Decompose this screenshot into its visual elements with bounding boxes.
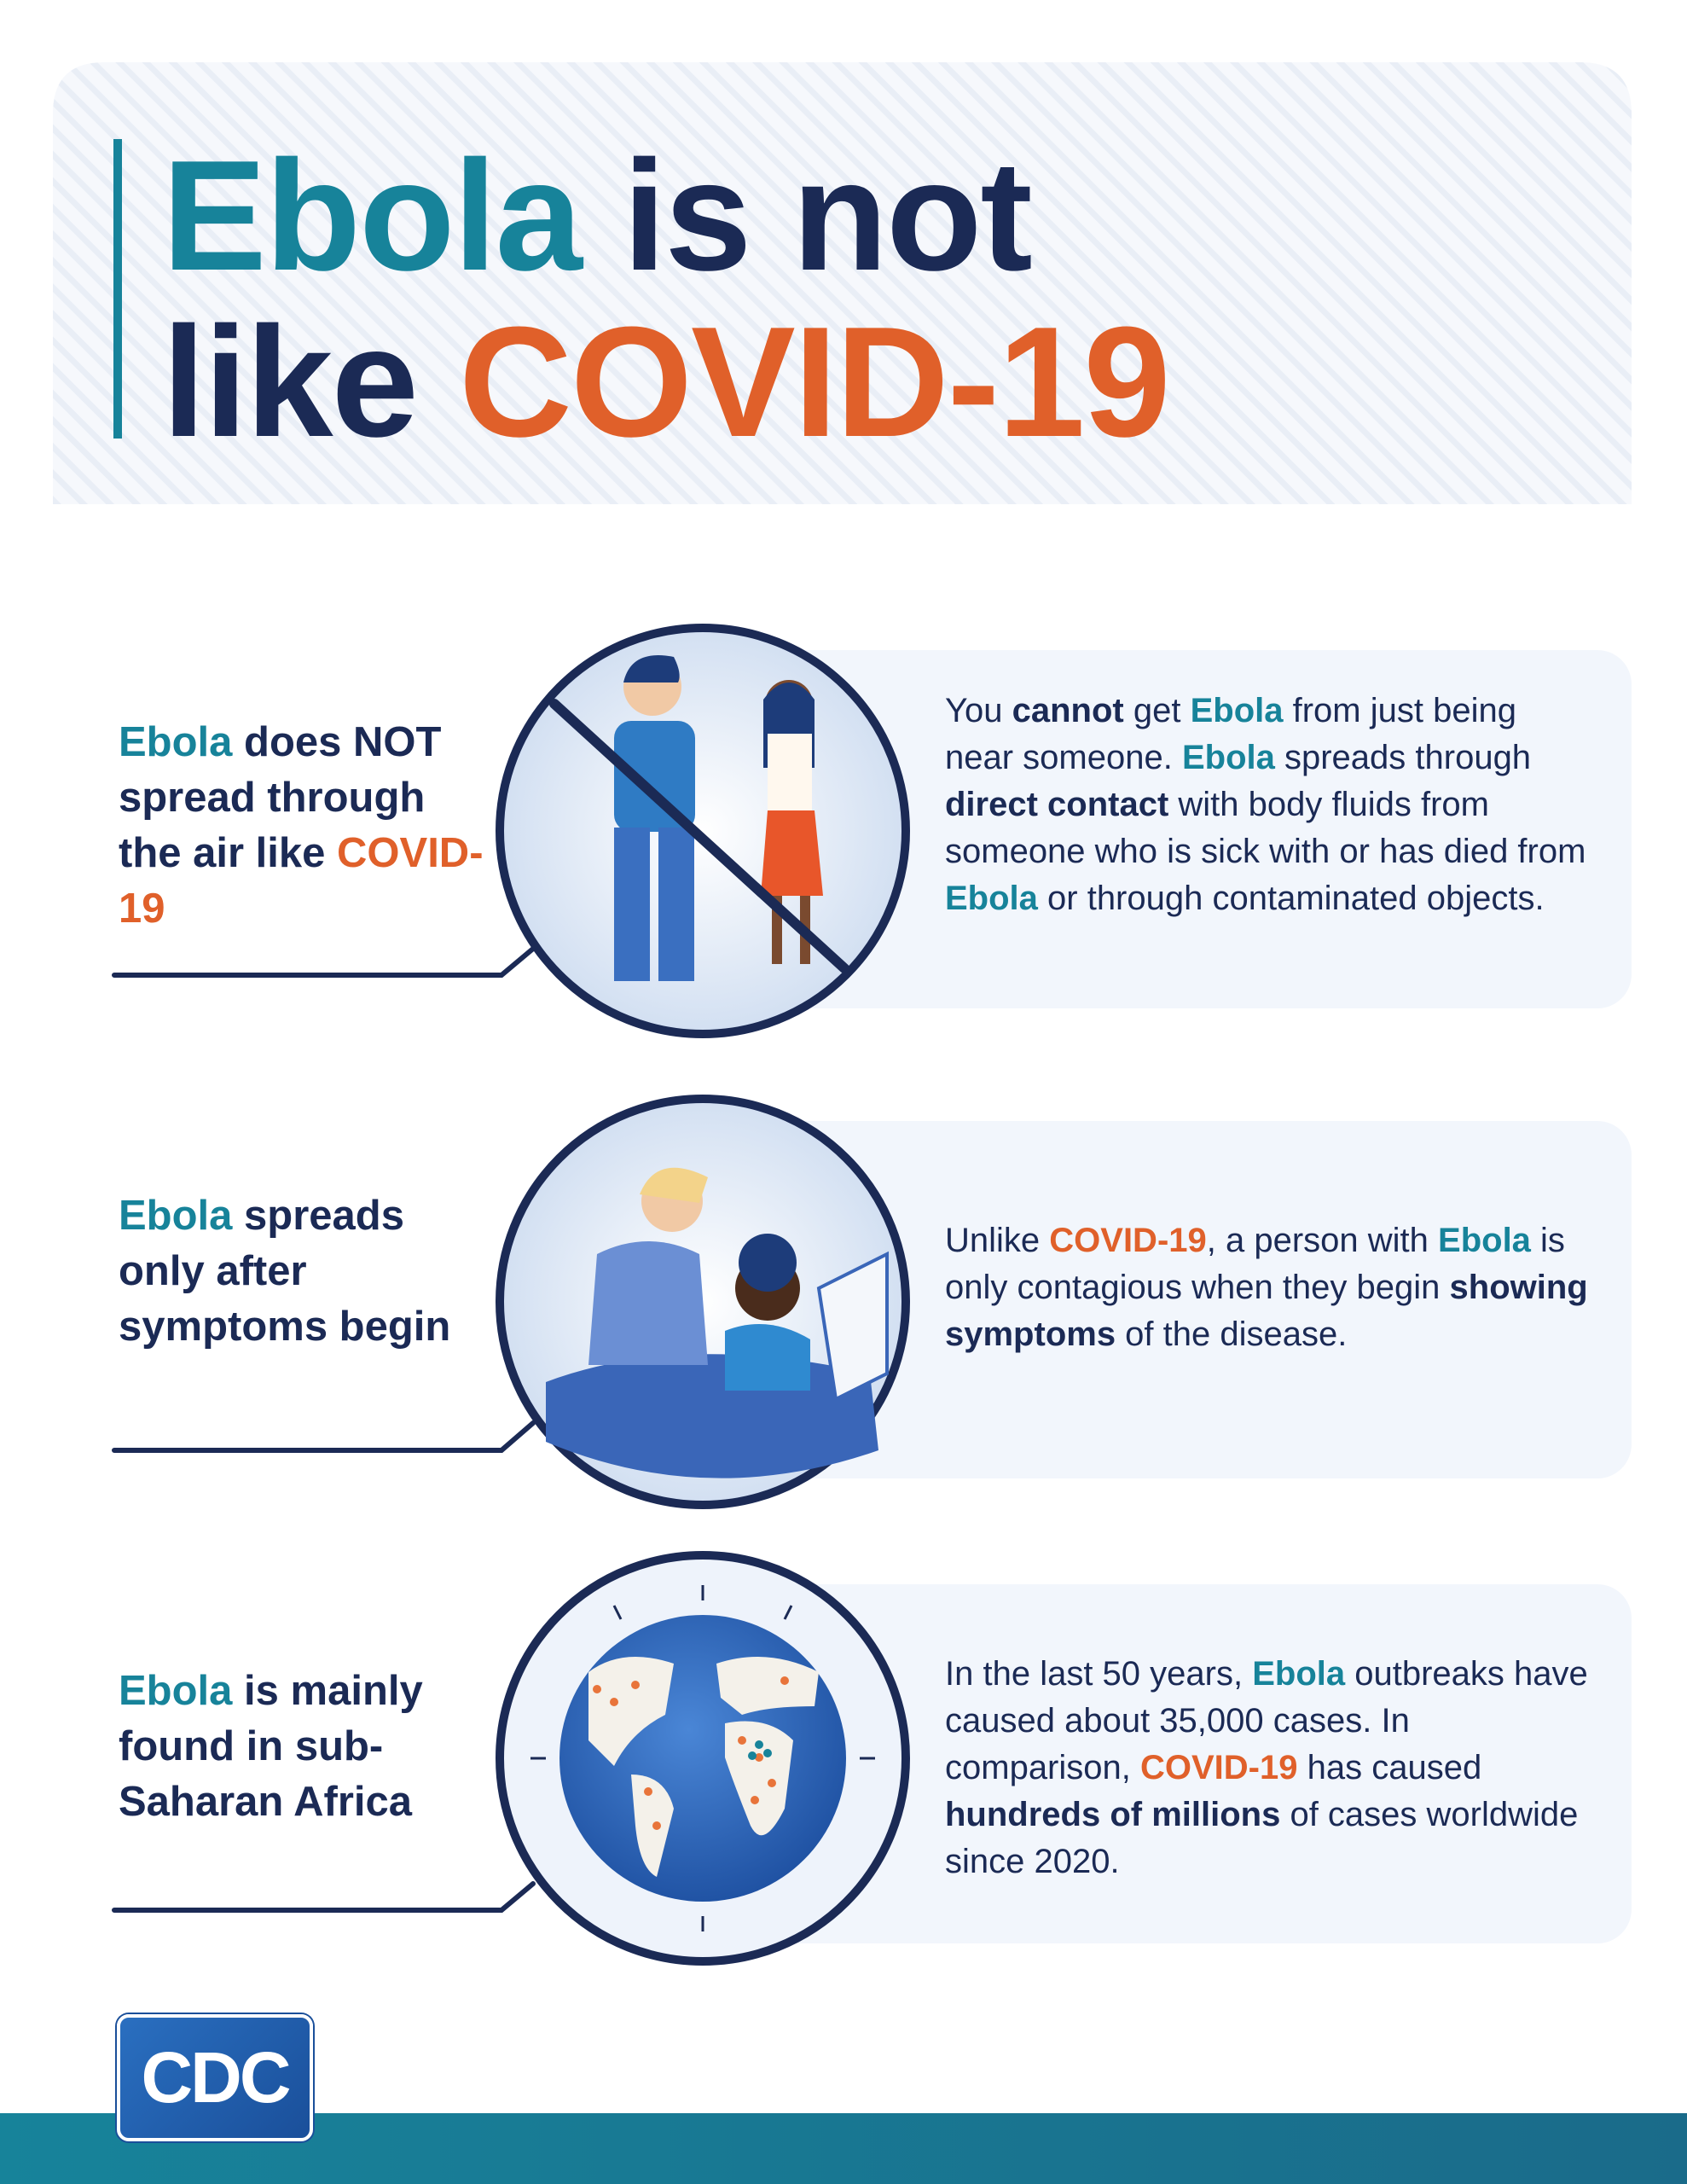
text-segment: from just being near someone.: [945, 692, 1527, 776]
text-segment: showing symptoms: [945, 1269, 1597, 1353]
text-segment: does NOT spread through the air like: [119, 719, 454, 876]
text-segment: Ebola: [119, 1193, 233, 1239]
text-segment: is not: [580, 127, 1033, 303]
text-segment: with body fluids from someone who is sic…: [945, 786, 1596, 870]
text-segment: , a person with: [1206, 1222, 1439, 1259]
text-segment: like: [162, 293, 460, 469]
text-segment: COVID-19: [119, 830, 484, 932]
row-body: Unlike COVID-19, a person with Ebola is …: [945, 1217, 1593, 1358]
row-heading: Ebola spreads only after symptoms begin: [119, 1188, 494, 1355]
text-segment: Ebola: [1181, 739, 1275, 776]
text-segment: COVID-19: [459, 293, 1171, 469]
text-segment: hundreds of millions: [945, 1796, 1281, 1833]
text-segment: of cases worldwide since 2020.: [945, 1796, 1588, 1880]
text-segment: has caused: [1297, 1749, 1492, 1786]
text-segment: cannot: [1012, 692, 1124, 729]
text-segment: You: [945, 692, 1012, 729]
text-segment: Ebola: [162, 127, 583, 303]
text-segment: Ebola: [1438, 1222, 1531, 1259]
text-segment: COVID-19: [1139, 1749, 1298, 1786]
text-segment: is only contagious when they begin: [945, 1222, 1575, 1306]
text-segment: of the disease.: [1116, 1316, 1348, 1353]
text-segment: get: [1123, 692, 1191, 729]
text-segment: outbreaks have caused about 35,000 cases…: [945, 1655, 1597, 1786]
text-segment: spreads through: [1274, 739, 1541, 776]
title-line: Ebola is not: [162, 136, 1033, 293]
row-body: You cannot get Ebola from just being nea…: [945, 688, 1593, 922]
text-segment: direct contact: [945, 786, 1169, 823]
text-segment: Ebola: [1252, 1655, 1346, 1693]
text-segment: is mainly found in sub-Saharan Africa: [119, 1668, 435, 1825]
text-segment: COVID-19: [1049, 1222, 1207, 1259]
text-segment: spreads only after symptoms begin: [119, 1193, 451, 1350]
row-heading: Ebola does NOT spread through the air li…: [119, 715, 494, 937]
text-segment: Ebola: [1190, 692, 1284, 729]
title-line: like COVID-19: [162, 303, 1171, 460]
text-segment: or through contaminated objects.: [1037, 880, 1545, 917]
text-segment: Ebola: [119, 719, 233, 765]
row-heading: Ebola is mainly found in sub-Saharan Afr…: [119, 1664, 494, 1830]
cdc-logo: CDC: [117, 2014, 313, 2141]
text-segment: Ebola: [945, 880, 1038, 917]
text-segment: Ebola: [119, 1668, 233, 1714]
row-body: In the last 50 years, Ebola outbreaks ha…: [945, 1651, 1593, 1885]
text-segment: In the last 50 years,: [945, 1655, 1253, 1693]
text-segment: Unlike: [945, 1222, 1050, 1259]
